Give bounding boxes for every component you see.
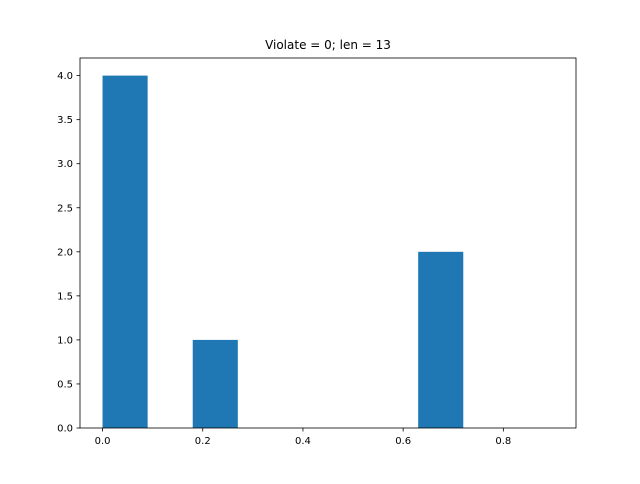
ticks-layer: 0.0 0.2 0.4 0.6 0.8 0.0 0.5 1.0 1.5 2.0 2.5 3.0 3.5 4… <box>57 71 511 447</box>
y-tick-label: 2.5 <box>57 203 73 214</box>
x-tick-label: 0.2 <box>195 436 211 447</box>
y-tick-label: 4.0 <box>57 71 73 82</box>
x-tick-label: 0.6 <box>395 436 411 447</box>
x-tick-label: 0.4 <box>295 436 311 447</box>
chart-title: Violate = 0; len = 13 <box>265 38 391 52</box>
x-tick-label: 0.8 <box>495 436 511 447</box>
y-tick-label: 2.0 <box>57 247 73 258</box>
histogram-bar-0 <box>102 75 148 428</box>
y-tick-label: 0.0 <box>57 424 73 435</box>
histogram-bar-2 <box>192 339 238 428</box>
y-tick-label: 3.0 <box>57 159 73 170</box>
y-tick-label: 0.5 <box>57 379 73 390</box>
x-tick-label: 0.0 <box>95 436 111 447</box>
bars-layer <box>102 75 464 428</box>
y-tick-label: 1.0 <box>57 335 73 346</box>
y-tick-label: 3.5 <box>57 115 73 126</box>
plot-frame <box>79 57 577 429</box>
y-tick-label: 1.5 <box>57 291 73 302</box>
histogram-bar-7 <box>418 251 464 428</box>
